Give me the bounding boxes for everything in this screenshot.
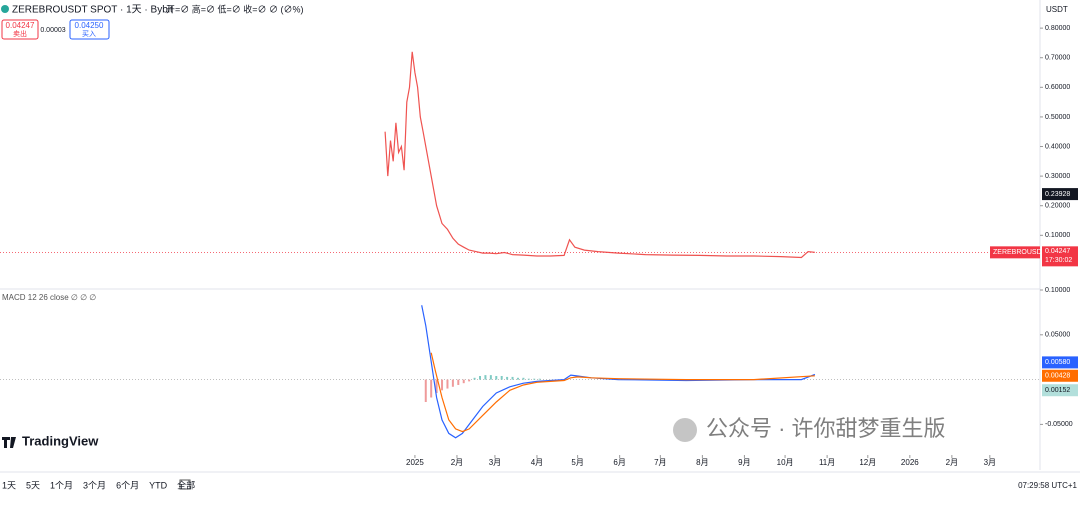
histogram-bar <box>538 378 541 380</box>
buy-price: 0.04250 <box>75 21 104 30</box>
x-tick-label: 2月 <box>451 458 463 467</box>
symbol-tag <box>990 246 1040 259</box>
series-line <box>421 305 816 439</box>
x-tick-label: 3月 <box>984 458 996 467</box>
histogram-bar <box>511 376 514 380</box>
x-tick-label: 7月 <box>654 458 666 467</box>
range-button[interactable]: YTD <box>149 480 168 490</box>
histogram-bar <box>451 379 454 387</box>
price-tag-label: 0.23928 <box>1045 191 1070 198</box>
price-tag <box>1042 369 1078 382</box>
range-button[interactable]: 3个月 <box>83 480 106 490</box>
x-tick-label: 10月 <box>777 458 794 467</box>
range-button[interactable]: 1个月 <box>50 480 73 490</box>
histogram-bar <box>473 377 476 380</box>
x-tick-label: 8月 <box>696 458 708 467</box>
x-tick-label: 6月 <box>613 458 625 467</box>
y-tick-label: 0.40000 <box>1045 143 1070 150</box>
x-tick-label: 2月 <box>946 458 958 467</box>
histogram-bar <box>424 379 427 402</box>
price-tag-label: 0.00152 <box>1045 387 1070 394</box>
x-tick-label: 3月 <box>489 458 501 467</box>
x-tick-label: 2025 <box>406 458 424 467</box>
calendar-icon[interactable] <box>179 479 191 490</box>
range-button[interactable]: 1天 <box>2 480 16 490</box>
symbol-icon <box>1 5 9 13</box>
histogram-bar <box>479 376 481 380</box>
x-tick-label: 11月 <box>819 458 835 467</box>
y-tick-label: 0.70000 <box>1045 55 1070 62</box>
watermark-icon <box>673 418 697 442</box>
y-tick-label: 0.80000 <box>1045 25 1070 32</box>
histogram-bar <box>462 379 465 384</box>
price-tag-label: 0.00580 <box>1045 359 1070 366</box>
price-tag-label: 0.00428 <box>1045 373 1070 380</box>
histogram-bar <box>527 378 530 380</box>
range-button[interactable]: 5天 <box>26 480 40 490</box>
symbol-tag-label: ZEREBROUSDT <box>993 249 1047 256</box>
x-tick-label: 5月 <box>571 458 583 467</box>
histogram-bar <box>533 378 536 380</box>
range-button[interactable]: 6个月 <box>116 480 139 490</box>
series-line <box>430 352 815 433</box>
y-tick-label: 0.60000 <box>1045 84 1070 91</box>
buy-label: 买入 <box>82 30 96 38</box>
last-price-tag <box>1042 246 1078 267</box>
y-tick-label: 0.05000 <box>1045 332 1070 339</box>
watermark: 公众号 · 许你甜梦重生版 <box>706 416 946 441</box>
histogram-bar <box>500 376 503 380</box>
countdown: 17:30:02 <box>1045 257 1072 264</box>
y-tick-label: 0.30000 <box>1045 173 1070 180</box>
histogram-bar <box>489 375 492 380</box>
logo: TradingView <box>22 433 99 448</box>
clock: 07:29:58 UTC+1 <box>1018 481 1077 490</box>
y-tick-label: -0.05000 <box>1045 421 1073 428</box>
x-tick-label: 4月 <box>531 458 543 467</box>
histogram-bar <box>430 379 433 398</box>
sell-label: 卖出 <box>13 29 27 38</box>
symbol-title: ZEREBROUSDT SPOT · 1天 · Bybit <box>12 5 173 16</box>
x-tick-label: 2026 <box>901 458 919 467</box>
histogram-bar <box>457 379 460 385</box>
histogram-bar <box>446 379 449 389</box>
spread: 0.00003 <box>40 27 65 34</box>
histogram-bar <box>435 379 438 394</box>
series-line <box>384 51 815 259</box>
last-price-label: 0.04247 <box>1045 248 1070 255</box>
x-tick-label: 12月 <box>859 458 876 467</box>
histogram-bar <box>506 376 509 380</box>
sell-button[interactable] <box>1 19 39 40</box>
y-tick-label: 0.50000 <box>1045 114 1070 121</box>
macd-title: MACD 12 26 close ∅ ∅ ∅ <box>2 293 96 302</box>
range-button[interactable]: 全部 <box>177 479 195 490</box>
histogram-bar <box>441 379 444 391</box>
histogram-bar <box>468 379 471 382</box>
price-tag <box>1042 356 1078 369</box>
y-tick-label: 0.10000 <box>1045 232 1070 239</box>
buy-button[interactable] <box>69 19 110 40</box>
histogram-bar <box>522 377 525 380</box>
y-tick-label: 0.10000 <box>1045 287 1070 294</box>
histogram-bar <box>484 375 487 380</box>
sell-price: 0.04247 <box>6 21 35 30</box>
ohlc: 开=∅ 高=∅ 低=∅ 收=∅ ∅ (∅%) <box>166 3 304 14</box>
price-tag <box>1042 188 1078 201</box>
price-tag <box>1042 384 1078 397</box>
logo-icon <box>2 437 16 448</box>
currency[interactable]: USDT <box>1046 5 1068 14</box>
histogram-bar <box>516 377 519 380</box>
y-tick-label: 0.20000 <box>1045 203 1070 210</box>
histogram-bar <box>495 376 498 380</box>
x-tick-label: 9月 <box>738 458 750 467</box>
